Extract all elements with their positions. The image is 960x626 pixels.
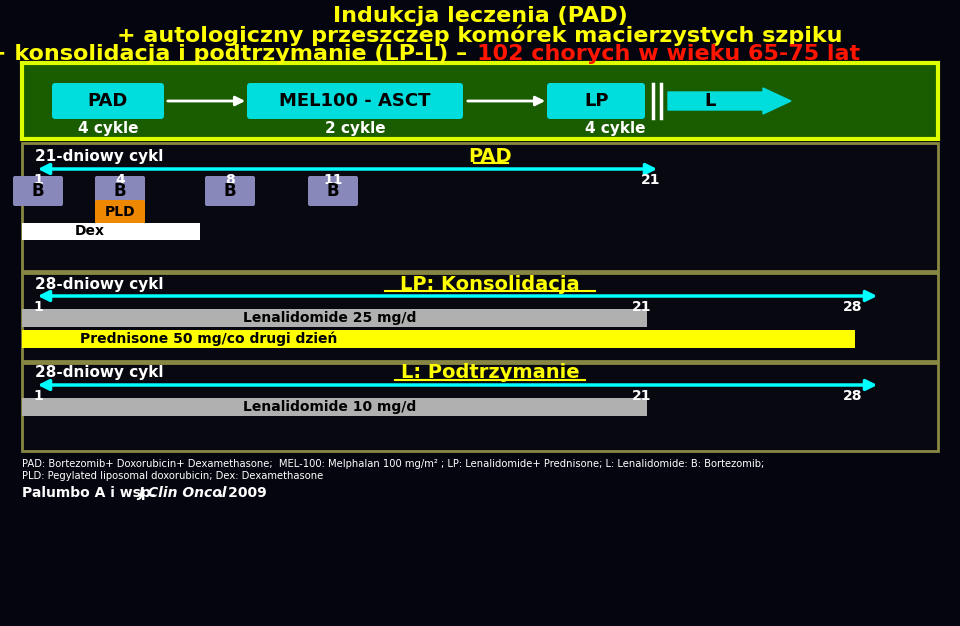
Text: PAD: PAD bbox=[468, 146, 512, 165]
Text: 1: 1 bbox=[34, 300, 43, 314]
Text: MEL100 - ASCT: MEL100 - ASCT bbox=[279, 92, 431, 110]
Text: B: B bbox=[326, 182, 339, 200]
Text: 1: 1 bbox=[34, 389, 43, 403]
Bar bbox=[22, 309, 647, 327]
Bar bbox=[22, 143, 938, 271]
Text: J Clin Oncol: J Clin Oncol bbox=[138, 486, 227, 500]
Text: L: L bbox=[705, 92, 716, 110]
Text: LP: LP bbox=[585, 92, 610, 110]
Text: Lenalidomide 25 mg/d: Lenalidomide 25 mg/d bbox=[243, 311, 417, 325]
Bar bbox=[22, 223, 200, 240]
Text: + autologiczny przeszczep komórek macierzystych szpiku: + autologiczny przeszczep komórek macier… bbox=[117, 24, 843, 46]
Bar bbox=[22, 63, 938, 139]
Bar bbox=[22, 363, 938, 451]
Text: PLD: PLD bbox=[105, 205, 135, 219]
Text: 21-dniowy cykl: 21-dniowy cykl bbox=[35, 148, 163, 163]
FancyBboxPatch shape bbox=[95, 176, 145, 206]
Text: B: B bbox=[113, 182, 127, 200]
Text: Prednisone 50 mg/co drugi dzień: Prednisone 50 mg/co drugi dzień bbox=[80, 332, 337, 346]
FancyBboxPatch shape bbox=[247, 83, 463, 119]
Text: 1: 1 bbox=[34, 173, 43, 187]
Text: 28-dniowy cykl: 28-dniowy cykl bbox=[35, 366, 163, 381]
Bar bbox=[22, 330, 855, 348]
Text: 4: 4 bbox=[115, 173, 125, 187]
Text: Palumbo A i wsp.: Palumbo A i wsp. bbox=[22, 486, 161, 500]
Text: 21: 21 bbox=[641, 173, 660, 187]
Text: Lenalidomide 10 mg/d: Lenalidomide 10 mg/d bbox=[244, 400, 417, 414]
Text: 28: 28 bbox=[843, 389, 863, 403]
Text: 4 cykle: 4 cykle bbox=[78, 121, 138, 136]
Text: B: B bbox=[224, 182, 236, 200]
Text: Dex: Dex bbox=[75, 224, 105, 238]
FancyBboxPatch shape bbox=[13, 176, 63, 206]
Text: PAD: PAD bbox=[87, 92, 129, 110]
Text: L: Podtrzymanie: L: Podtrzymanie bbox=[400, 364, 579, 382]
Text: 21: 21 bbox=[633, 389, 652, 403]
Text: PLD: Pegylated liposomal doxorubicin; Dex: Dexamethasone: PLD: Pegylated liposomal doxorubicin; De… bbox=[22, 471, 324, 481]
Text: 11: 11 bbox=[324, 173, 343, 187]
FancyBboxPatch shape bbox=[205, 176, 255, 206]
Text: 2 cykle: 2 cykle bbox=[324, 121, 385, 136]
FancyArrow shape bbox=[668, 88, 791, 114]
Text: PAD: Bortezomib+ Doxorubicin+ Dexamethasone;  MEL-100: Melphalan 100 mg/m² ; LP:: PAD: Bortezomib+ Doxorubicin+ Dexamethas… bbox=[22, 459, 764, 469]
Text: + konsolidacja i podtrzymanie (LP-L) –: + konsolidacja i podtrzymanie (LP-L) – bbox=[0, 44, 475, 64]
Text: 21: 21 bbox=[633, 300, 652, 314]
Bar bbox=[22, 398, 647, 416]
FancyBboxPatch shape bbox=[95, 200, 145, 224]
Text: 4 cykle: 4 cykle bbox=[585, 121, 645, 136]
Text: 8: 8 bbox=[226, 173, 235, 187]
Text: LP: Konsolidacja: LP: Konsolidacja bbox=[400, 274, 580, 294]
Bar bbox=[22, 273, 938, 361]
Text: 28: 28 bbox=[843, 300, 863, 314]
FancyBboxPatch shape bbox=[547, 83, 645, 119]
Text: 102 chorych w wieku 65-75 lat: 102 chorych w wieku 65-75 lat bbox=[477, 44, 860, 64]
FancyBboxPatch shape bbox=[308, 176, 358, 206]
Text: 28-dniowy cykl: 28-dniowy cykl bbox=[35, 277, 163, 292]
Text: B: B bbox=[32, 182, 44, 200]
Text: Indukcja leczenia (PAD): Indukcja leczenia (PAD) bbox=[332, 6, 628, 26]
Text: . 2009: . 2009 bbox=[218, 486, 267, 500]
FancyBboxPatch shape bbox=[52, 83, 164, 119]
